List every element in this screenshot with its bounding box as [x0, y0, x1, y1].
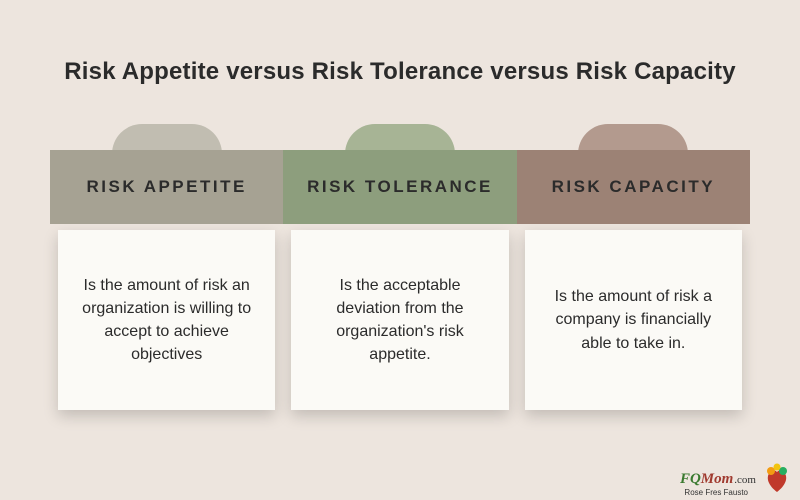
column-body-box: Is the acceptable deviation from the org…	[291, 230, 508, 410]
column-header: RISK TOLERANCE	[283, 150, 516, 224]
columns-container: RISK APPETITE Is the amount of risk an o…	[50, 124, 750, 410]
footer-brand: FQMom.com Rose Fres Fausto	[680, 462, 794, 496]
column-header: RISK APPETITE	[50, 150, 283, 224]
brand-subtitle: Rose Fres Fausto	[684, 488, 748, 497]
brand-dotcom: .com	[734, 474, 756, 486]
column-body-text: Is the amount of risk an organization is…	[78, 274, 255, 367]
column-risk-appetite: RISK APPETITE Is the amount of risk an o…	[50, 124, 283, 410]
column-header-text: RISK CAPACITY	[552, 177, 715, 197]
page-title: Risk Appetite versus Risk Tolerance vers…	[0, 0, 800, 86]
brand-logo-icon	[760, 462, 794, 496]
column-risk-tolerance: RISK TOLERANCE Is the acceptable deviati…	[283, 124, 516, 410]
column-body-box: Is the amount of risk an organization is…	[58, 230, 275, 410]
column-header: RISK CAPACITY	[517, 150, 750, 224]
column-body-text: Is the amount of risk a company is finan…	[545, 285, 722, 355]
column-header-text: RISK APPETITE	[86, 177, 246, 197]
brand-fq: FQ	[680, 471, 701, 487]
column-body-box: Is the amount of risk a company is finan…	[525, 230, 742, 410]
brand-mom: Mom	[701, 471, 734, 487]
column-risk-capacity: RISK CAPACITY Is the amount of risk a co…	[517, 124, 750, 410]
column-header-text: RISK TOLERANCE	[307, 177, 493, 197]
column-body-text: Is the acceptable deviation from the org…	[311, 274, 488, 367]
